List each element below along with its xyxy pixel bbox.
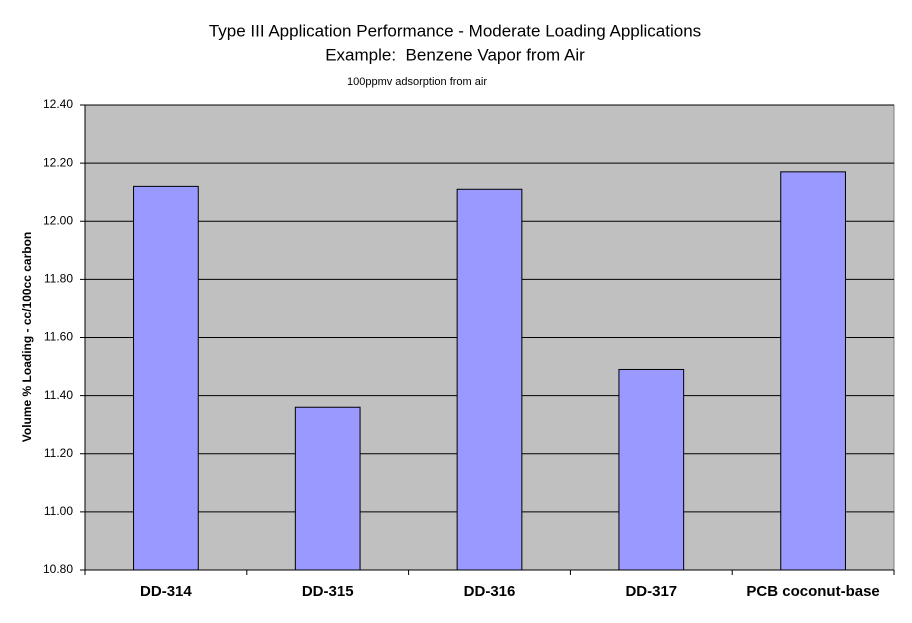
y-tick-label: 11.00 [44,504,73,518]
x-tick-label: DD-315 [302,583,354,600]
y-tick-label: 10.80 [43,562,73,576]
chart-title: Type III Application Performance - Moder… [209,21,701,40]
chart-title: Example: Benzene Vapor from Air [325,45,585,64]
bar [780,171,846,571]
x-tick-label: DD-317 [625,583,677,600]
y-tick-label: 11.40 [44,388,73,402]
y-tick-label: 11.80 [44,272,73,286]
y-tick-label: 12.00 [43,213,73,227]
y-tick-label: 11.20 [44,446,73,460]
bar [133,185,199,571]
bar [618,368,685,571]
y-tick-label: 11.60 [44,330,73,344]
x-tick-label: PCB coconut-base [746,583,879,600]
x-tick-label: DD-314 [140,583,192,600]
bar [456,188,523,571]
y-axis-label: Volume % Loading - cc/100cc carbon [20,232,34,443]
y-tick-label: 12.20 [43,155,73,169]
x-tick-label: DD-316 [464,583,516,600]
chart-subtitle: 100ppmv adsorption from air [347,76,487,88]
y-tick-label: 12.40 [43,97,73,111]
bar [294,406,361,571]
